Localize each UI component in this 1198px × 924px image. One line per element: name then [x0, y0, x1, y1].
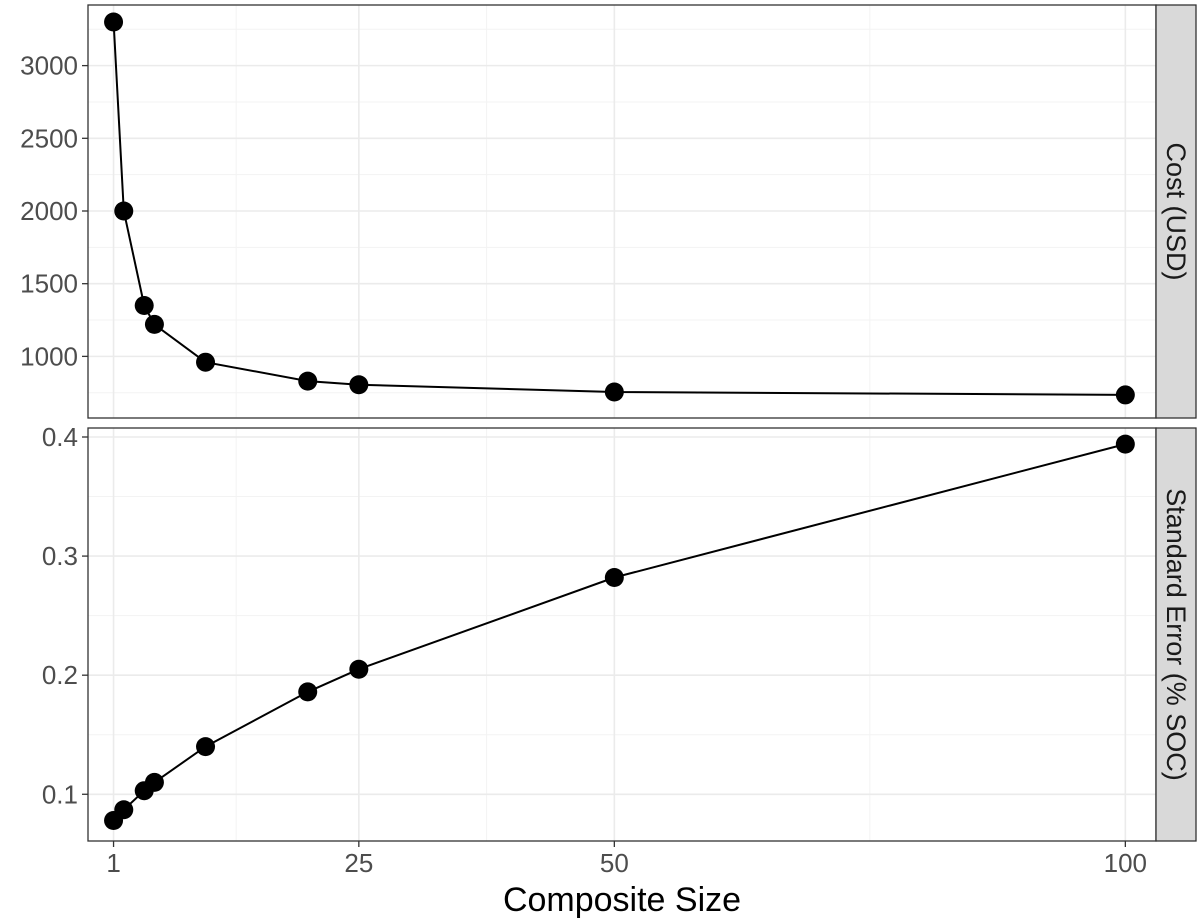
panel-2-strip-label: Standard Error (% SOC) — [1161, 488, 1191, 781]
panel-2-data-point — [349, 659, 369, 679]
x-tick-label: 50 — [600, 848, 629, 878]
x-tick-label: 25 — [344, 848, 373, 878]
panel-1-data-point — [604, 382, 624, 402]
x-tick-label: 1 — [106, 848, 120, 878]
panel-1-data-point — [196, 352, 216, 372]
panel-1-data-point — [134, 296, 154, 315]
panel-1-data-point — [104, 12, 124, 32]
panel-2-y-tick-label: 0.4 — [42, 422, 78, 452]
panel-1-data-point — [114, 201, 134, 221]
panel-2-data-point — [604, 568, 624, 588]
panel-1-y-tick-label: 1000 — [20, 341, 78, 371]
panel-2-background — [88, 428, 1156, 841]
panel-2-data-point — [196, 737, 216, 757]
panel-1-y-tick-label: 1500 — [20, 269, 78, 299]
panel-1-data-point — [349, 375, 369, 395]
panel-1-strip-label: Cost (USD) — [1161, 142, 1191, 280]
x-axis-title: Composite Size — [503, 881, 741, 919]
panel-2-data-point — [1115, 434, 1135, 454]
panel-1-y-tick-label: 2000 — [20, 196, 78, 226]
panel-1-strip — [1155, 4, 1197, 419]
panel-2-strip — [1155, 427, 1197, 842]
axis-layer: 1000 1500 2000 2500 3000 0.1 0.2 0.3 0.4 1 25 50 100 — [20, 51, 1147, 878]
panel-2-y-tick-label: 0.2 — [42, 660, 78, 690]
panel-1-data-point — [298, 371, 318, 391]
x-tick-label: 100 — [1104, 848, 1147, 878]
panel-2-y-tick-label: 0.3 — [42, 541, 78, 571]
panel-1-y-tick-label: 3000 — [20, 51, 78, 81]
panel-1-data-point — [144, 314, 164, 334]
panel-2-data-point — [298, 682, 318, 702]
panel-1-data-point — [1115, 385, 1135, 405]
panel-2-y-tick-label: 0.1 — [42, 779, 78, 809]
panel-1-y-tick-label: 2500 — [20, 123, 78, 153]
data-layer — [104, 12, 1135, 830]
panel-layer: Cost (USD) Standard Error (% SOC) — [87, 4, 1197, 842]
panel-2-data-point — [144, 772, 164, 792]
panel-2-data-point — [114, 800, 134, 820]
grid-layer — [88, 5, 1156, 841]
